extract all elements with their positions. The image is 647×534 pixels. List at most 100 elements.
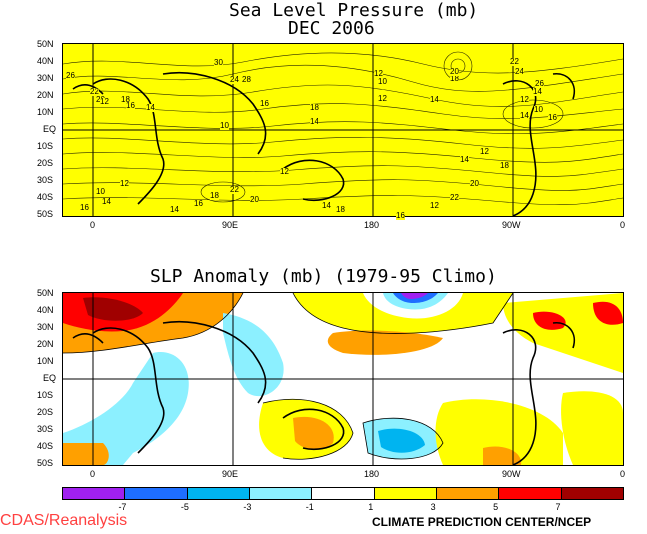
colorbar-tick-label: -3 [243,502,252,512]
contour-label: 18 [310,103,319,112]
contour-label: 12 [100,97,109,106]
contour-label: 14 [170,205,179,214]
contour-label: 22 [450,193,459,202]
contour-label: 12 [520,95,529,104]
colorbar-swatch [248,488,312,499]
colorbar-tick-label: 5 [493,502,499,512]
contour-label: 12 [480,147,489,156]
anomaly-map-title: SLP Anomaly (mb) (1979-95 Climo) [150,266,497,287]
credit-label: CLIMATE PREDICTION CENTER/NCEP [372,515,592,529]
contour-label: 12 [378,94,387,103]
contour-label: 10 [220,121,229,130]
bottom-lat-50s: 50S [37,458,54,468]
bottom-lat-20s: 20S [37,407,54,417]
top-lon-0: 0 [90,220,96,230]
contour-label: 14 [146,103,155,112]
top-lat-40n: 40N [37,56,54,66]
data-source-label: CDAS/Reanalysis [0,512,128,529]
top-lat-50s: 50S [37,209,54,219]
contour-label: 12 [280,167,289,176]
bottom-lat-40n: 40N [37,305,54,315]
contour-label: 18 [336,205,345,214]
slp-map-panel [62,43,624,217]
contour-label: 10 [534,105,543,114]
contour-label: 24 [515,67,524,76]
slp-contour-map [63,44,623,216]
top-lat-30s: 30S [37,175,54,185]
slp-anomaly-map [63,293,623,465]
colorbar-swatch [124,488,187,499]
contour-label: 14 [520,111,529,120]
bottom-lon-180: 180 [364,469,380,479]
contour-label: 16 [260,99,269,108]
contour-label: 12 [120,179,129,188]
bottom-lat-30s: 30S [37,424,54,434]
contour-label: 14 [460,155,469,164]
contour-label: 14 [430,95,439,104]
colorbar-swatch [186,488,249,499]
top-lon-180: 180 [364,220,380,230]
contour-label: 14 [310,117,319,126]
contour-label: 22 [510,57,519,66]
contour-label: 14 [102,197,111,206]
colorbar-swatch [435,488,499,499]
contour-label: 16 [396,211,405,220]
contour-label: 10 [96,187,105,196]
top-map-title: Sea Level Pressure (mb) [229,0,479,21]
contour-label: 22 [90,87,99,96]
contour-label: 28 [242,75,251,84]
top-lon-0-end: 0 [620,220,626,230]
colorbar-tick-label: -1 [305,502,314,512]
contour-label: 18 [121,95,130,104]
contour-label: 22 [230,185,239,194]
contour-label: 16 [80,203,89,212]
colorbar-tick-label: 3 [430,502,436,512]
top-lat-eq: EQ [43,124,57,134]
colorbar-swatch [63,488,125,499]
bottom-lat-40s: 40S [37,441,54,451]
contour-label: 18 [450,74,459,83]
top-lat-30n: 30N [37,73,54,83]
contour-label: 12 [374,69,383,78]
bottom-lat-eq: EQ [43,373,57,383]
contour-label: 16 [126,101,135,110]
bottom-lat-10n: 10N [37,356,54,366]
bottom-lon-90e: 90E [222,469,239,479]
top-lat-20n: 20N [37,90,54,100]
contour-label: 18 [210,191,219,200]
bottom-lat-50n: 50N [37,288,54,298]
top-lon-90w: 90W [502,220,521,230]
anomaly-colorbar [62,487,624,500]
contour-label: 26 [66,71,75,80]
contour-label: 26 [535,79,544,88]
contour-label: 20 [250,195,259,204]
bottom-lat-10s: 10S [37,390,54,400]
bottom-lat-30n: 30N [37,322,54,332]
top-lat-10s: 10S [37,141,54,151]
colorbar-tick-label: -5 [180,502,189,512]
bottom-lat-20n: 20N [37,339,54,349]
slp-anomaly-map-panel [62,292,624,466]
top-lon-90e: 90E [222,220,239,230]
contour-label: 16 [194,199,203,208]
colorbar-swatch [560,488,623,499]
bottom-lon-0: 0 [90,469,96,479]
colorbar-tick-label: 1 [368,502,374,512]
contour-label: 10 [378,77,387,86]
contour-label: 18 [500,161,509,170]
contour-label: 20 [470,179,479,188]
colorbar-tick-label: -7 [118,502,127,512]
contour-label: 20 [450,67,459,76]
contour-label: 14 [533,87,542,96]
colorbar-swatch [311,488,374,499]
bottom-lon-90w: 90W [502,469,521,479]
contour-label: 30 [214,58,223,67]
colorbar-tick-label: 7 [555,502,561,512]
top-lat-50n: 50N [37,39,54,49]
contour-label: 12 [430,201,439,210]
colorbar-swatch [498,488,561,499]
contour-label: 16 [548,113,557,122]
top-lat-10n: 10N [37,107,54,117]
bottom-lon-0-end: 0 [620,469,626,479]
top-map-subtitle: DEC 2006 [288,18,375,39]
